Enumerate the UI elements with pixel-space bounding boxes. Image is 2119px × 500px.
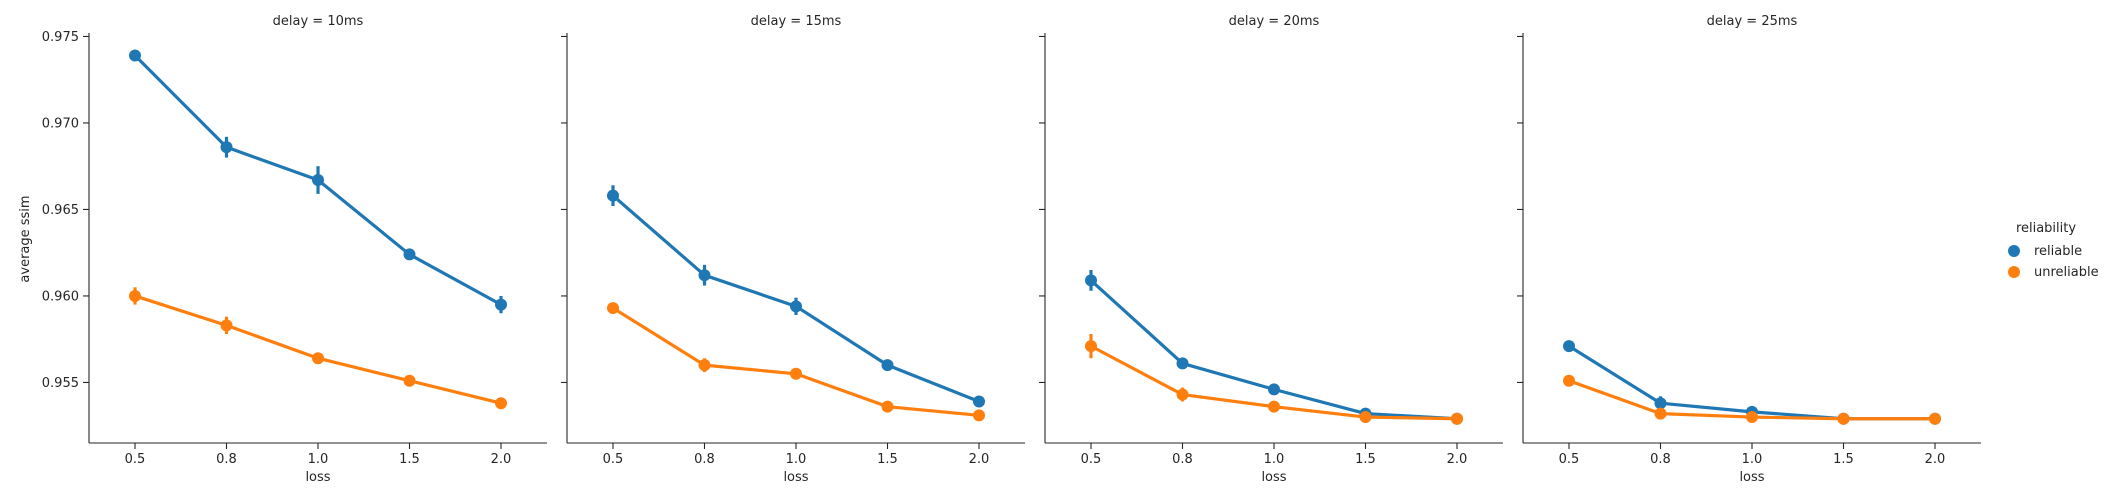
- x-tick-label: 0.5: [125, 452, 146, 467]
- series-unreliable: [129, 287, 507, 410]
- x-tick-label: 1.0: [1264, 452, 1285, 467]
- point-reliable: [403, 248, 416, 261]
- x-tick-label: 0.8: [694, 452, 715, 467]
- x-tick-label: 1.0: [1742, 452, 1763, 467]
- point-unreliable: [403, 374, 416, 387]
- series-reliable: [607, 185, 985, 408]
- point-unreliable: [312, 352, 324, 365]
- point-unreliable: [129, 289, 141, 302]
- series-unreliable: [607, 302, 985, 422]
- x-tick-label: 1.5: [399, 452, 420, 467]
- point-reliable: [607, 189, 619, 202]
- x-tick-label: 2.0: [1925, 452, 1946, 467]
- point-unreliable: [881, 400, 894, 413]
- point-unreliable: [973, 409, 985, 422]
- panels: delay = 10ms 0.955 0.960 0.965 0.970 0.975 0.5…: [42, 14, 1981, 485]
- point-unreliable: [220, 319, 233, 332]
- x-tick-label: 1.5: [877, 452, 898, 467]
- legend-title: reliability: [2016, 221, 2076, 236]
- point-reliable: [129, 49, 141, 62]
- x-tick-label: 0.5: [603, 452, 624, 467]
- series-line-reliable: [1089, 278, 1459, 421]
- x-tick-label: 2.0: [1447, 452, 1468, 467]
- series-reliable: [129, 49, 507, 314]
- point-unreliable: [1268, 400, 1280, 413]
- x-axis-title: loss: [305, 470, 330, 485]
- x-tick-label: 0.8: [1650, 452, 1671, 467]
- point-reliable: [1176, 357, 1189, 370]
- legend-label-reliable: reliable: [2034, 244, 2082, 259]
- point-reliable: [495, 298, 507, 311]
- panel-3: delay = 20ms 0.5 0.8 1.0 1.5 2.0 loss: [1039, 14, 1503, 485]
- x-axis-title: loss: [783, 470, 808, 485]
- x-tick-label: 0.8: [1172, 452, 1193, 467]
- point-unreliable: [1746, 411, 1758, 424]
- y-tick-label: 0.965: [42, 203, 79, 218]
- y-axis-title: average ssim: [18, 195, 33, 282]
- facet-title: delay = 20ms: [1229, 14, 1320, 29]
- point-reliable: [1085, 274, 1097, 287]
- point-unreliable: [698, 359, 711, 372]
- point-reliable: [790, 300, 802, 313]
- point-reliable: [1654, 397, 1667, 410]
- panel-1: delay = 10ms 0.955 0.960 0.965 0.970 0.975 0.5…: [42, 14, 547, 485]
- y-tick-label: 0.960: [42, 289, 79, 304]
- panel-2: delay = 15ms 0.5 0.8 1.0 1.5 2.0 loss: [561, 14, 1025, 485]
- series-unreliable: [1085, 334, 1463, 425]
- y-tick-label: 0.975: [42, 30, 79, 45]
- facet-title: delay = 15ms: [751, 14, 842, 29]
- x-tick-label: 0.8: [216, 452, 237, 467]
- x-axis-title: loss: [1739, 470, 1764, 485]
- x-axis-title: loss: [1261, 470, 1286, 485]
- series-unreliable: [1563, 374, 1941, 425]
- point-unreliable: [1837, 412, 1850, 425]
- point-reliable: [1563, 340, 1575, 353]
- point-unreliable: [1654, 407, 1667, 420]
- legend: reliability reliable unreliable: [2008, 221, 2099, 280]
- point-unreliable: [1359, 411, 1372, 424]
- point-unreliable: [1929, 412, 1941, 425]
- point-unreliable: [1563, 374, 1575, 387]
- y-tick-label: 0.955: [42, 376, 79, 391]
- x-tick-label: 2.0: [491, 452, 512, 467]
- series-line-unreliable: [611, 306, 981, 417]
- point-unreliable: [1451, 412, 1463, 425]
- point-unreliable: [607, 302, 619, 315]
- facet-title: delay = 10ms: [273, 14, 364, 29]
- x-tick-label: 1.5: [1833, 452, 1854, 467]
- series-line-unreliable: [133, 294, 503, 405]
- point-unreliable: [790, 367, 802, 380]
- legend-marker-reliable: [2008, 245, 2020, 257]
- x-tick-label: 0.5: [1081, 452, 1102, 467]
- point-reliable: [220, 141, 233, 154]
- panel-4: delay = 25ms 0.5 0.8 1.0 1.5 2.0 loss: [1517, 14, 1981, 485]
- x-tick-label: 1.0: [308, 452, 329, 467]
- point-reliable: [1268, 383, 1280, 396]
- facet-title: delay = 25ms: [1707, 14, 1798, 29]
- point-reliable: [312, 174, 324, 187]
- x-tick-label: 1.5: [1355, 452, 1376, 467]
- x-tick-label: 0.5: [1559, 452, 1580, 467]
- x-tick-label: 2.0: [969, 452, 990, 467]
- point-unreliable: [1176, 388, 1189, 401]
- point-reliable: [973, 395, 985, 408]
- point-reliable: [881, 359, 894, 372]
- legend-label-unreliable: unreliable: [2034, 265, 2099, 280]
- y-tick-label: 0.970: [42, 116, 79, 131]
- point-unreliable: [495, 397, 507, 410]
- point-unreliable: [1085, 340, 1097, 353]
- x-tick-label: 1.0: [786, 452, 807, 467]
- legend-marker-unreliable: [2008, 266, 2020, 278]
- point-reliable: [698, 269, 711, 282]
